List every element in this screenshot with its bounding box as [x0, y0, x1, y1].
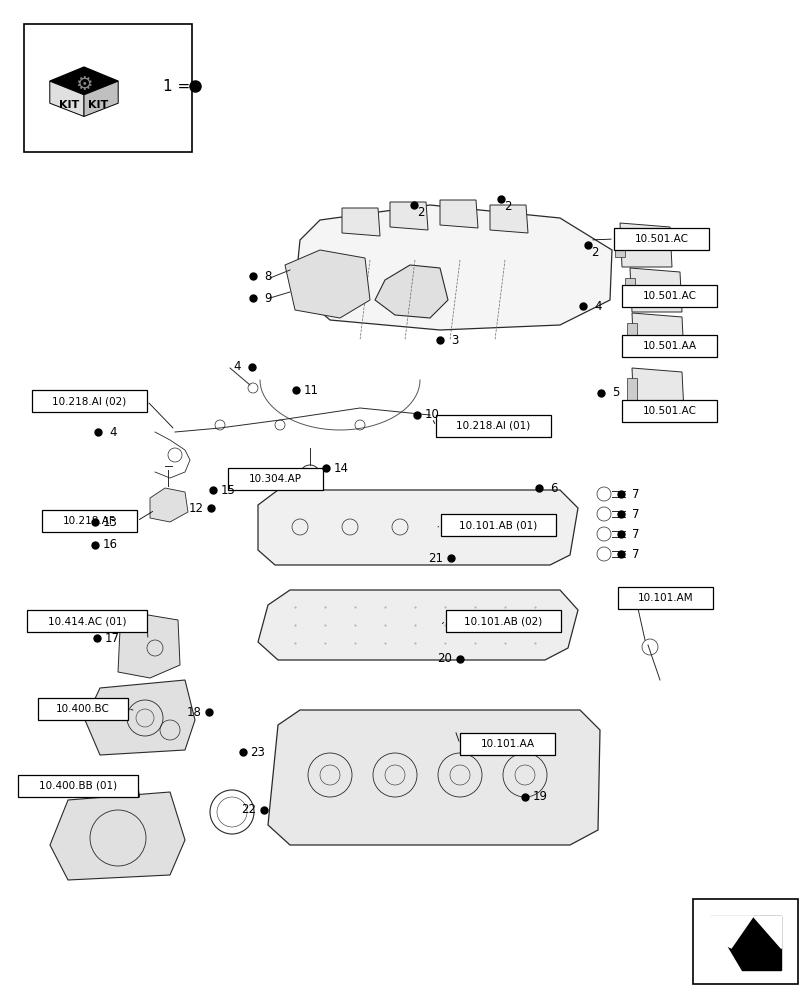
Text: ⚙: ⚙ [75, 75, 92, 94]
Text: 10.414.AC (01): 10.414.AC (01) [48, 616, 126, 626]
Bar [27, 610, 147, 632]
Text: 10.101.AB (01): 10.101.AB (01) [459, 520, 537, 530]
Bar [613, 228, 708, 250]
Polygon shape [629, 268, 681, 312]
Text: 4: 4 [109, 426, 117, 438]
Polygon shape [84, 81, 118, 117]
Text: 10.101.AA: 10.101.AA [480, 739, 534, 749]
Text: 10.218.AI (02): 10.218.AI (02) [53, 396, 127, 406]
Bar [18, 775, 138, 797]
Text: 18: 18 [187, 706, 201, 718]
Text: 4: 4 [594, 300, 601, 312]
Polygon shape [753, 916, 780, 948]
Bar [42, 510, 137, 532]
Polygon shape [620, 223, 672, 267]
Polygon shape [49, 67, 118, 95]
Text: 10.400.BB (01): 10.400.BB (01) [39, 781, 117, 791]
Text: KIT: KIT [59, 100, 79, 110]
Polygon shape [258, 490, 577, 565]
Text: 1 =: 1 = [163, 79, 190, 94]
Bar [445, 610, 560, 632]
Text: 10.101.AB (02): 10.101.AB (02) [464, 616, 542, 626]
Text: 10: 10 [424, 408, 439, 422]
Polygon shape [631, 368, 683, 412]
Polygon shape [341, 208, 380, 236]
Text: 10.501.AA: 10.501.AA [642, 341, 696, 351]
Text: 7: 7 [632, 508, 639, 520]
Text: 10.400.BC: 10.400.BC [56, 704, 109, 714]
Text: 14: 14 [333, 462, 348, 475]
Text: KIT: KIT [88, 100, 109, 110]
Bar [621, 400, 716, 422]
Text: 15: 15 [221, 484, 235, 496]
Text: 6: 6 [550, 482, 557, 494]
Polygon shape [118, 615, 180, 678]
Text: 7: 7 [632, 548, 639, 560]
Text: 23: 23 [251, 746, 265, 758]
Text: 10.501.AC: 10.501.AC [633, 234, 688, 244]
Polygon shape [50, 792, 185, 880]
Bar [228, 468, 323, 490]
Polygon shape [624, 278, 634, 302]
Polygon shape [614, 233, 624, 257]
Bar [621, 285, 716, 307]
Bar [617, 587, 712, 609]
Bar [38, 698, 128, 720]
Polygon shape [258, 590, 577, 660]
Polygon shape [49, 81, 84, 117]
Text: 7: 7 [632, 528, 639, 540]
Text: 3: 3 [451, 334, 458, 347]
Text: 2: 2 [417, 207, 424, 220]
Polygon shape [375, 265, 448, 318]
Text: 12: 12 [188, 502, 204, 514]
Polygon shape [489, 205, 527, 233]
Text: 8: 8 [264, 269, 272, 282]
Text: 11: 11 [303, 383, 318, 396]
Text: 17: 17 [105, 632, 119, 645]
Bar [24, 24, 191, 152]
Polygon shape [626, 378, 636, 402]
Polygon shape [709, 916, 780, 970]
Text: 4: 4 [233, 360, 240, 373]
Text: 20: 20 [437, 652, 452, 666]
Text: 10.304.AP: 10.304.AP [249, 474, 302, 484]
Text: 5: 5 [611, 386, 619, 399]
Text: 13: 13 [102, 516, 118, 528]
Polygon shape [440, 200, 478, 228]
Text: 10.501.AC: 10.501.AC [642, 406, 696, 416]
Bar [692, 899, 797, 984]
Polygon shape [709, 916, 753, 948]
Text: 10.218.AI (01): 10.218.AI (01) [456, 421, 530, 431]
Polygon shape [85, 680, 195, 755]
Polygon shape [389, 202, 427, 230]
Polygon shape [268, 710, 599, 845]
Text: 2: 2 [504, 200, 511, 214]
Text: 21: 21 [428, 552, 443, 564]
Polygon shape [150, 488, 188, 522]
Text: 10.501.AC: 10.501.AC [642, 291, 696, 301]
Text: 7: 7 [632, 488, 639, 500]
Bar [440, 514, 556, 536]
Text: 19: 19 [532, 790, 547, 803]
Text: 22: 22 [241, 803, 256, 816]
Bar [621, 335, 716, 357]
Text: 10.101.AM: 10.101.AM [637, 593, 693, 603]
Bar [32, 390, 147, 412]
Polygon shape [631, 313, 683, 357]
Text: 10.218.AF: 10.218.AF [63, 516, 116, 526]
Text: 2: 2 [590, 246, 598, 259]
Polygon shape [626, 323, 636, 347]
Bar [436, 415, 551, 437]
Text: 16: 16 [102, 538, 118, 552]
Text: 9: 9 [264, 292, 272, 304]
Bar [460, 733, 554, 755]
Polygon shape [285, 250, 370, 318]
Polygon shape [294, 205, 611, 330]
